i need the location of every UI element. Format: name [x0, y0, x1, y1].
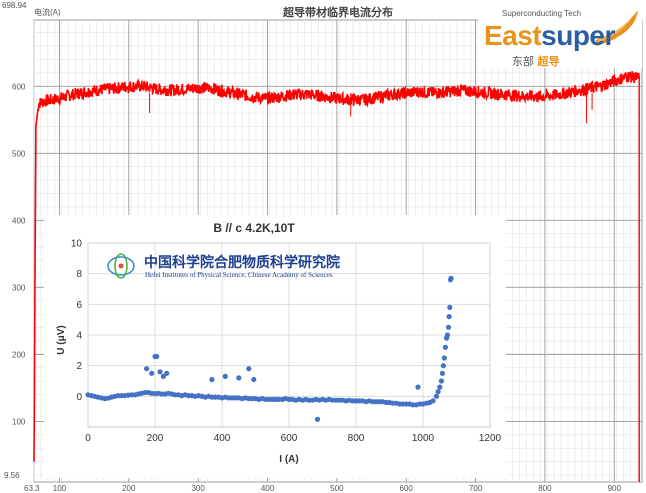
iv-point — [433, 393, 439, 399]
main-y-tick-300: 300 — [12, 283, 26, 292]
inset-x-tick-600: 600 — [281, 433, 298, 444]
iv-points — [85, 275, 454, 422]
iv-point — [251, 376, 257, 383]
logo-cn-super: 超导 — [537, 55, 560, 68]
main-y-tick-100: 100 — [12, 417, 26, 426]
inset-y-tick-4: 4 — [76, 331, 82, 342]
main-x-tick-500: 500 — [330, 484, 344, 493]
logo-tagline: Superconducting Tech — [502, 9, 582, 18]
inset-y-tick-2: 2 — [76, 361, 82, 372]
logo-brand: Eastsuper — [484, 20, 615, 52]
main-y-tick-400: 400 — [12, 216, 26, 225]
inset-x-tick-200: 200 — [147, 433, 164, 444]
logo-cn-east: 东部 — [512, 55, 534, 68]
iv-point — [246, 366, 252, 372]
main-x-tick-800: 800 — [538, 484, 552, 493]
current-trace — [33, 70, 640, 462]
institute-en-name: Hefei Institutes of Physical Science, Ch… — [145, 271, 333, 279]
science-island-icon — [107, 253, 135, 279]
iv-point — [435, 389, 441, 395]
iv-point — [209, 376, 215, 383]
y-axis-label: 电流(A) — [34, 7, 61, 17]
logo-brand-super: super — [541, 20, 615, 51]
iv-point — [442, 344, 448, 350]
y-max-label: 698.94 — [2, 1, 27, 10]
iv-scatter-chart: 0 200 400 600 800 1000 1200 0 2 4 6 8 10 I (A) U (μV… — [56, 239, 502, 466]
main-x-tick-400: 400 — [261, 484, 275, 493]
iv-point — [440, 363, 446, 369]
main-y-tick-600: 600 — [12, 82, 26, 91]
main-axis-labels: 100 200 300 400 500 600 700 800 9001002003004005… — [12, 82, 621, 493]
iv-point — [160, 373, 166, 379]
inset-x-tick-400: 400 — [214, 433, 231, 444]
main-x-tick-600: 600 — [400, 484, 414, 493]
main-y-tick-500: 500 — [12, 149, 26, 158]
inset-y-tick-0: 0 — [76, 392, 82, 403]
inset-y-tick-8: 8 — [76, 269, 82, 280]
iv-point — [445, 324, 452, 330]
iv-point — [415, 384, 421, 390]
y-min-label: 9.56 — [4, 471, 20, 480]
main-x-tick-100: 100 — [53, 484, 67, 493]
main-title: 超导带材临界电流分布 — [282, 5, 393, 19]
inset-y-label: U (μV) — [56, 325, 67, 354]
iv-point — [314, 416, 321, 422]
main-x-tick-900: 900 — [608, 484, 622, 493]
iv-point — [448, 275, 454, 281]
iv-point — [438, 378, 444, 384]
iv-point — [447, 304, 453, 310]
inset-y-tick-6: 6 — [76, 300, 82, 311]
iv-point — [154, 353, 160, 360]
iv-inset-panel: 0 200 400 600 800 1000 1200 0 2 4 6 8 10 I (A) U (μV… — [44, 215, 506, 478]
current-series — [33, 70, 640, 482]
inset-x-tick-0: 0 — [85, 433, 91, 444]
swoosh-icon — [596, 10, 638, 46]
inset-title: B // c 4.2K,10T — [213, 221, 295, 235]
iv-point — [164, 370, 170, 376]
inset-x-tick-800: 800 — [348, 433, 365, 444]
iv-point — [236, 375, 242, 381]
iv-point — [439, 370, 445, 376]
logo-brand-east: East — [484, 20, 542, 51]
inset-x-tick-1200: 1200 — [479, 433, 502, 444]
iv-point — [157, 369, 163, 375]
inset-ticks: 0 200 400 600 800 1000 1200 0 2 4 6 8 10 — [71, 239, 502, 445]
iv-point — [149, 370, 155, 376]
logo-cn: 东部 超导 — [512, 53, 560, 69]
inset-y-tick-10: 10 — [71, 239, 83, 250]
inset-x-label: I (A) — [279, 454, 298, 465]
inset-grid — [87, 242, 491, 428]
iv-point — [437, 384, 443, 390]
iv-point — [444, 332, 451, 338]
main-x-tick-700: 700 — [469, 484, 483, 493]
institute-cn-name: 中国科学院合肥物质科学研究院 — [144, 255, 340, 271]
iv-point — [430, 398, 436, 404]
iv-point — [222, 373, 228, 379]
inset-x-tick-1000: 1000 — [412, 433, 435, 444]
x-start-label: 63.3 — [24, 484, 40, 493]
main-y-tick-200: 200 — [12, 350, 26, 359]
main-x-tick-200: 200 — [122, 484, 136, 493]
iv-point — [446, 314, 452, 320]
main-x-tick-300: 300 — [191, 484, 205, 493]
iv-point — [441, 355, 447, 361]
iv-point — [144, 366, 150, 372]
eastsuper-logo: Superconducting Tech Eastsuper 东部 超导 — [478, 6, 642, 68]
